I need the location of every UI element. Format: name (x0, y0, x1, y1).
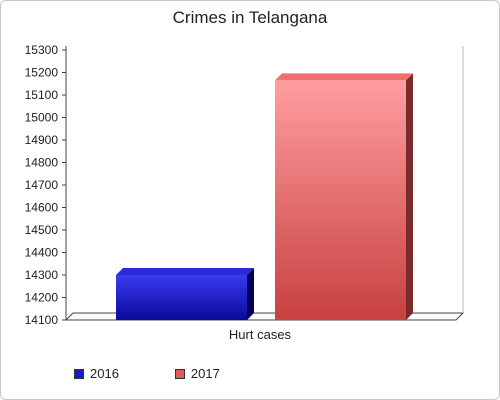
bar-2017-top (275, 73, 413, 81)
y-tick-label: 14700 (25, 178, 59, 192)
bar-2017-side (406, 73, 413, 320)
y-tick-label: 14300 (25, 268, 59, 282)
bar-2016 (116, 275, 247, 320)
legend-label-2016: 2016 (90, 366, 119, 381)
y-tick-label: 14800 (25, 156, 59, 170)
chart-title: Crimes in Telangana (172, 8, 328, 27)
y-tick-label: 14200 (25, 291, 59, 305)
bar-2016-side (247, 268, 254, 320)
y-tick-label: 15000 (25, 111, 59, 125)
bar-2017 (275, 80, 406, 320)
y-tick-label: 14400 (25, 246, 59, 260)
category-label: Hurt cases (229, 327, 292, 342)
y-tick-label: 14500 (25, 223, 59, 237)
legend-swatch-2017 (174, 368, 185, 379)
y-tick-label: 14100 (25, 313, 59, 327)
legend-item-2016: 2016 (74, 366, 119, 381)
y-tick-label: 14600 (25, 201, 59, 215)
y-tick-label: 15100 (25, 88, 59, 102)
legend-swatch-2016 (74, 368, 84, 379)
bar-2016-top (116, 268, 254, 275)
y-tick-label: 15300 (25, 43, 59, 57)
y-tick-label: 15200 (25, 66, 59, 80)
legend-label-2017: 2017 (190, 366, 220, 381)
legend-item-2017: 2017 (174, 366, 220, 381)
y-tick-label: 14900 (25, 133, 59, 147)
legend: 2016 2017 (74, 366, 220, 381)
